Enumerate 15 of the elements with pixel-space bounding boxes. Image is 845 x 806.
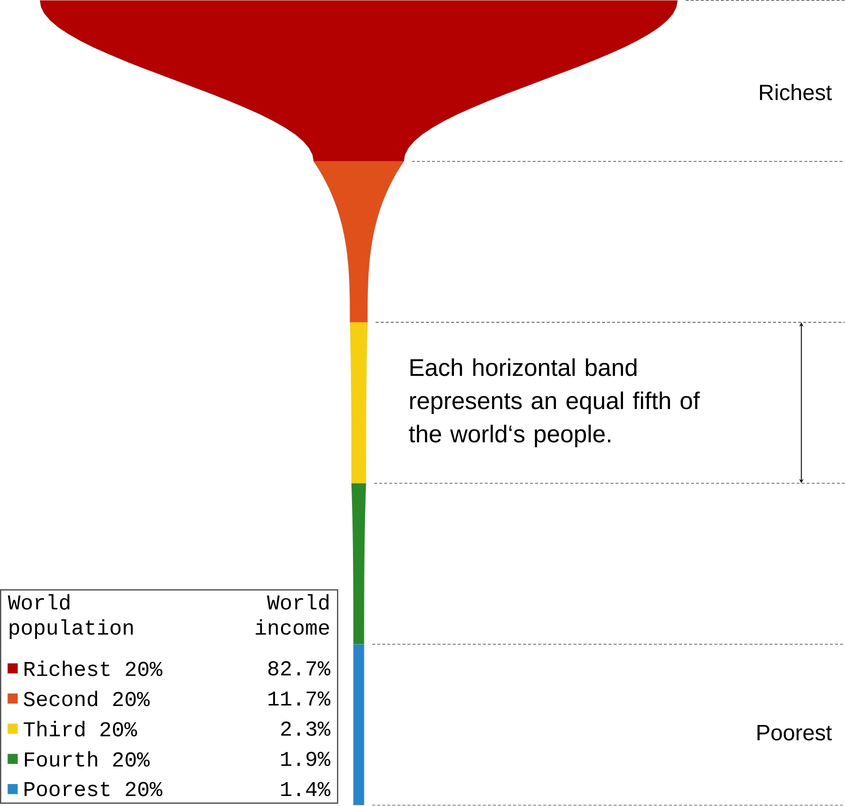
text: Poorest: [758, 725, 832, 741]
text: World income: [256, 594, 329, 635]
data-label: 2.3%: [281, 722, 330, 736]
category-label: Richest 20%: [24, 660, 162, 676]
data-label: 82.7%: [268, 661, 330, 676]
data-label: 1.4%: [281, 782, 330, 796]
text: Richest: [760, 84, 832, 100]
text: Each horizontal band represents an equal fifth of the world‘s people.: [408, 358, 700, 448]
text: World population: [8, 594, 133, 640]
data-label: 11.7%: [268, 692, 330, 706]
category-label: Fourth 20%: [24, 751, 150, 767]
category-label: Third 20%: [24, 721, 138, 737]
category-label: Poorest 20%: [24, 782, 162, 796]
category-label: Second 20%: [24, 690, 150, 707]
data-label: 1.9%: [281, 752, 330, 766]
